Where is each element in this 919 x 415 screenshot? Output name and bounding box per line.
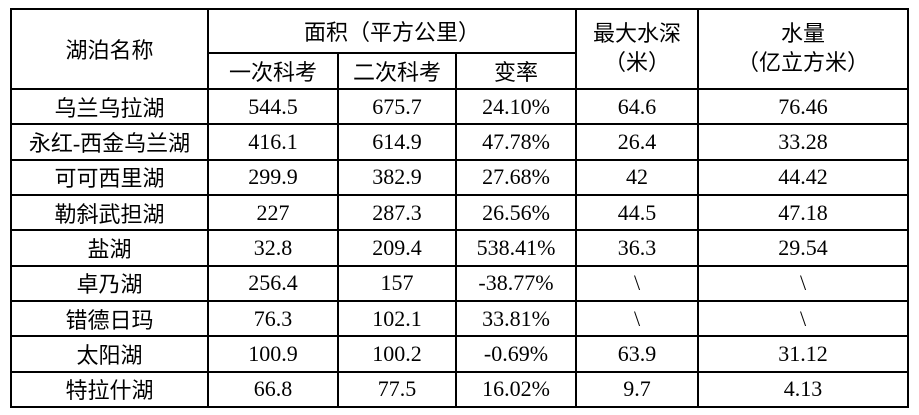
- volume-cell: \: [697, 299, 909, 338]
- volume-cell: 47.18: [697, 193, 909, 232]
- survey2-cell: 157: [337, 264, 457, 302]
- volume-cell: 44.42: [697, 158, 909, 196]
- depth-cell: \: [575, 299, 699, 338]
- change-rate-cell: 538.41%: [455, 229, 577, 267]
- volume-cell: 29.54: [697, 229, 909, 267]
- header-volume-line1: 水量: [780, 21, 825, 47]
- header-max-depth-line2: （米）: [603, 50, 670, 75]
- change-rate-cell: -0.69%: [455, 335, 577, 373]
- volume-cell: 4.13: [697, 370, 909, 409]
- depth-cell: 36.3: [575, 229, 699, 267]
- header-change-rate: 变率: [455, 52, 577, 90]
- table-row: 可可西里湖 299.9 382.9 27.68% 42 44.42: [10, 158, 909, 196]
- change-rate-cell: 16.02%: [455, 370, 577, 409]
- header-volume: 水量 （亿立方米）: [697, 8, 909, 90]
- lake-name-cell: 乌兰乌拉湖: [10, 87, 209, 126]
- depth-cell: 42: [575, 158, 699, 196]
- lake-name-cell: 错德日玛: [10, 299, 209, 338]
- header-max-depth-line1: 最大水深: [592, 21, 681, 47]
- change-rate-cell: 24.10%: [455, 87, 577, 126]
- lake-name-cell: 可可西里湖: [10, 158, 209, 196]
- survey1-cell: 100.9: [207, 335, 339, 373]
- table-row: 乌兰乌拉湖 544.5 675.7 24.10% 64.6 76.46: [10, 87, 909, 126]
- lake-name-cell: 太阳湖: [10, 335, 209, 373]
- survey1-cell: 416.1: [207, 123, 339, 161]
- survey1-cell: 32.8: [207, 229, 339, 267]
- survey2-cell: 77.5: [337, 370, 457, 409]
- table-row: 特拉什湖 66.8 77.5 16.02% 9.7 4.13: [10, 370, 909, 409]
- depth-cell: 9.7: [575, 370, 699, 409]
- depth-cell: 63.9: [575, 335, 699, 373]
- survey2-cell: 100.2: [337, 335, 457, 373]
- change-rate-cell: 47.78%: [455, 123, 577, 161]
- change-rate-cell: 26.56%: [455, 193, 577, 232]
- header-row-sub: 一次科考 二次科考 变率: [11, 52, 908, 90]
- depth-cell: 64.6: [575, 87, 699, 126]
- survey1-cell: 76.3: [207, 299, 339, 338]
- survey2-cell: 287.3: [337, 193, 457, 232]
- header-survey2: 二次科考: [337, 52, 457, 90]
- change-rate-cell: 33.81%: [455, 299, 577, 338]
- header-row-top: 湖泊名称 面积（平方公里） 最大水深 （米） 水量 （亿立方米）: [10, 8, 909, 90]
- survey2-cell: 209.4: [337, 229, 457, 267]
- survey1-cell: 227: [207, 193, 339, 232]
- volume-cell: \: [697, 264, 909, 302]
- header-survey1: 一次科考: [207, 52, 339, 90]
- lake-name-cell: 永红-西金乌兰湖: [10, 123, 209, 161]
- survey1-cell: 256.4: [207, 264, 339, 302]
- depth-cell: \: [575, 264, 699, 302]
- header-volume-line2: （亿立方米）: [736, 50, 869, 75]
- depth-cell: 26.4: [575, 123, 699, 161]
- survey2-cell: 382.9: [337, 158, 457, 196]
- lake-name-cell: 特拉什湖: [10, 370, 209, 409]
- volume-cell: 76.46: [697, 87, 909, 126]
- survey2-cell: 614.9: [337, 123, 457, 161]
- survey2-cell: 675.7: [337, 87, 457, 126]
- survey1-cell: 299.9: [207, 158, 339, 196]
- lakes-table: 湖泊名称 面积（平方公里） 最大水深 （米） 水量 （亿立方米） 一次科考: [10, 8, 909, 409]
- header-area-group: 面积（平方公里）: [207, 8, 577, 54]
- header-lake-name: 湖泊名称: [10, 8, 209, 90]
- table-row: 卓乃湖 256.4 157 -38.77% \ \: [10, 264, 909, 302]
- depth-cell: 44.5: [575, 193, 699, 232]
- volume-cell: 31.12: [697, 335, 909, 373]
- lake-name-cell: 盐湖: [10, 229, 209, 267]
- lake-name-cell: 勒斜武担湖: [10, 193, 209, 232]
- volume-cell: 33.28: [697, 123, 909, 161]
- table-row: 勒斜武担湖 227 287.3 26.56% 44.5 47.18: [10, 193, 909, 232]
- survey1-cell: 66.8: [207, 370, 339, 409]
- survey1-cell: 544.5: [207, 87, 339, 126]
- table-row: 太阳湖 100.9 100.2 -0.69% 63.9 31.12: [10, 335, 909, 373]
- survey2-cell: 102.1: [337, 299, 457, 338]
- header-max-depth: 最大水深 （米）: [575, 8, 699, 90]
- change-rate-cell: -38.77%: [455, 264, 577, 302]
- table-row: 错德日玛 76.3 102.1 33.81% \ \: [10, 299, 909, 338]
- table-row: 永红-西金乌兰湖 416.1 614.9 47.78% 26.4 33.28: [10, 123, 909, 161]
- change-rate-cell: 27.68%: [455, 158, 577, 196]
- table-row: 盐湖 32.8 209.4 538.41% 36.3 29.54: [10, 229, 909, 267]
- lake-name-cell: 卓乃湖: [10, 264, 209, 302]
